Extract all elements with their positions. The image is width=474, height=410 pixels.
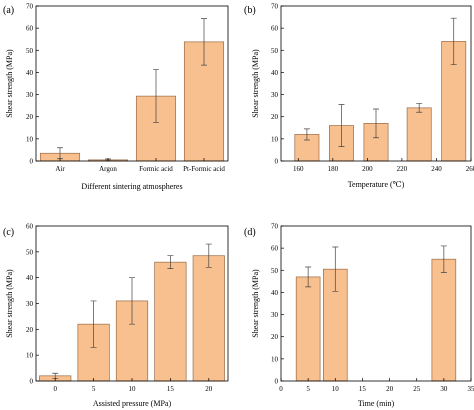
y-tick-label: 0	[30, 158, 34, 166]
y-tick-label: 30	[271, 91, 279, 99]
y-tick-label: 0	[275, 378, 279, 386]
y-tick-label: 20	[26, 326, 34, 334]
x-tick-label: 5	[306, 385, 310, 393]
x-tick-label: Pt-Formic acid	[183, 165, 225, 173]
y-tick-label: 20	[271, 333, 279, 341]
panel-label: (c)	[3, 227, 14, 238]
x-tick-label: 35	[468, 385, 474, 393]
y-tick-label: 10	[271, 355, 279, 363]
bar	[294, 134, 320, 162]
x-tick-label: 220	[397, 165, 408, 173]
error-bar	[129, 277, 135, 325]
y-tick-label: 30	[26, 300, 34, 308]
x-tick-label: 5	[92, 385, 96, 393]
y-tick-label: 0	[275, 158, 279, 166]
y-tick-label: 40	[271, 289, 279, 297]
y-tick-label: 40	[26, 274, 34, 282]
y-tick-label: 60	[26, 25, 34, 33]
error-bar	[450, 17, 457, 66]
bar	[295, 276, 321, 382]
panel-label: (d)	[244, 227, 256, 238]
y-tick-label: 10	[271, 135, 279, 143]
y-tick-label: 20	[271, 113, 279, 121]
x-tick-label: 200	[362, 165, 373, 173]
y-tick-label: 40	[26, 69, 34, 77]
x-axis-label: Different sintering atmospheres	[81, 182, 182, 191]
error-bar	[303, 128, 310, 141]
bar	[406, 107, 432, 162]
error-bar	[305, 266, 312, 288]
error-bar	[332, 246, 339, 292]
x-tick-label: Formic acid	[139, 165, 173, 173]
x-tick-label: Air	[55, 165, 65, 173]
panel-label: (a)	[3, 5, 14, 16]
y-tick-label: 70	[26, 3, 34, 11]
x-axis-label: Assisted pressure (MPa)	[93, 399, 172, 408]
y-tick-label: 30	[271, 311, 279, 319]
x-axis-label: Time (min)	[358, 399, 395, 408]
x-tick-label: 25	[413, 385, 421, 393]
y-axis-label: Shear strength (MPa)	[251, 269, 260, 338]
error-bar	[90, 300, 97, 348]
y-tick-label: 50	[271, 47, 279, 55]
y-tick-label: 50	[271, 267, 279, 275]
y-tick-label: 20	[26, 113, 34, 121]
x-tick-label: 10	[332, 385, 340, 393]
axis-frame	[280, 5, 472, 162]
x-tick-label: Argon	[99, 165, 117, 173]
y-tick-label: 30	[26, 91, 34, 99]
y-tick-label: 70	[271, 223, 279, 231]
bar	[192, 255, 225, 382]
x-tick-label: 10	[129, 385, 137, 393]
y-tick-label: 0	[30, 378, 34, 386]
bar	[431, 258, 457, 382]
axis-frame	[280, 225, 472, 382]
x-tick-label: 240	[431, 165, 442, 173]
chart-panel-3: 0 10 20 30 40 50 60 0 5 10 15 20 Assisted pressure (…	[3, 223, 229, 408]
y-tick-label: 70	[271, 3, 279, 11]
y-tick-label: 10	[26, 352, 34, 360]
x-tick-label: 160	[293, 165, 304, 173]
axis-frame	[35, 5, 229, 162]
error-bar	[167, 255, 174, 269]
error-bar	[416, 103, 423, 113]
x-tick-label: 260	[466, 165, 474, 173]
error-bar	[201, 18, 207, 66]
y-tick-label: 50	[26, 47, 34, 55]
x-tick-label: 30	[440, 385, 448, 393]
x-tick-label: 20	[386, 385, 394, 393]
error-bar	[373, 108, 379, 139]
x-axis-label: Temperature (℃)	[348, 180, 405, 189]
y-tick-label: 40	[271, 69, 279, 77]
x-tick-label: 0	[279, 385, 283, 393]
error-bar	[338, 104, 345, 147]
y-tick-label: 60	[26, 223, 34, 231]
panel-label: (b)	[244, 5, 256, 16]
y-tick-label: 10	[26, 135, 34, 143]
y-axis-label: Shear strength (MPa)	[5, 49, 14, 118]
x-tick-label: 15	[167, 385, 175, 393]
y-axis-label: Shear strength (MPa)	[5, 269, 14, 338]
x-tick-label: 0	[53, 385, 57, 393]
error-bar	[205, 243, 212, 268]
chart-panel-4: 0 10 20 30 40 50 60 70 0 5 10 15 20 25 30 35 Time (min) S…	[244, 223, 474, 409]
bar	[154, 261, 187, 382]
x-tick-label: 15	[359, 385, 367, 393]
error-bar	[440, 245, 447, 273]
y-tick-label: 60	[271, 25, 279, 33]
chart-panel-2: 0 10 20 30 40 50 60 70 160 180 200 220 240 260 Tempera…	[244, 3, 474, 190]
error-bar	[153, 69, 159, 124]
y-tick-label: 50	[26, 248, 34, 256]
x-tick-label: 180	[328, 165, 339, 173]
chart-panel-1: 0 10 20 30 40 50 60 70 Air Argon Formic acid Pt-For…	[3, 3, 229, 191]
y-axis-label: Shear strength (MPa)	[251, 49, 260, 118]
x-tick-label: 20	[205, 385, 213, 393]
y-tick-label: 60	[271, 245, 279, 253]
